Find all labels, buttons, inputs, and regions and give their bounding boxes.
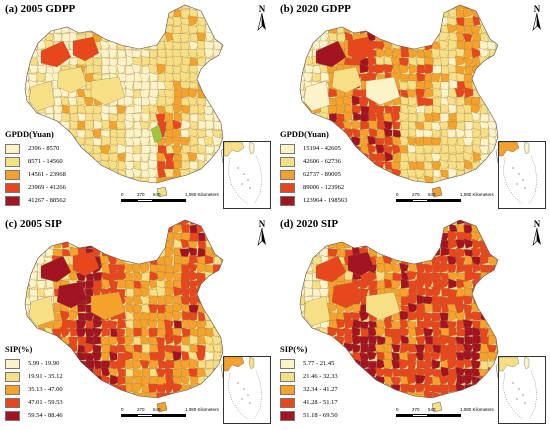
legend-item: 42606 - 62736 — [280, 155, 400, 168]
legend-item: 8571 - 14560 — [5, 155, 125, 168]
scale-bar: 0 270 540 1,080 Kilometers — [396, 407, 496, 425]
legend-title: GPDD(Yuan) — [280, 129, 329, 139]
legend-swatch — [5, 384, 20, 395]
north-arrow-icon: N — [529, 4, 545, 32]
panel-title: (d) 2020 SIP — [280, 218, 339, 230]
legend: GPDD(Yuan) 2396 - 8570 8571 - 14560 1456… — [5, 129, 125, 207]
map-panel-2020-gdpp: (b) 2020 GDPP N GPDD(Yuan) 15194 - 42605… — [276, 1, 549, 213]
choropleth-map — [24, 219, 228, 413]
scale-bar: 0 270 540 1,080 Kilometers — [121, 192, 221, 210]
legend-swatch — [5, 358, 20, 369]
legend-item: 5.99 - 19.90 — [5, 357, 125, 370]
legend-swatch — [5, 182, 20, 193]
legend-item: 32.34 - 41.27 — [280, 383, 400, 396]
legend-item: 2396 - 8570 — [5, 142, 125, 155]
legend-item: 89006 - 123962 — [280, 181, 400, 194]
legend-swatch — [280, 195, 295, 206]
legend: SIP(%) 5.77 - 21.45 21.46 - 32.33 32.34 … — [280, 344, 400, 422]
choropleth-map — [24, 4, 228, 198]
choropleth-map — [299, 219, 503, 413]
choropleth-map — [299, 4, 503, 198]
legend-swatch — [280, 410, 295, 421]
legend-item: 35.13 - 47.00 — [5, 383, 125, 396]
legend: SIP(%) 5.99 - 19.90 19.91 - 35.12 35.13 … — [5, 344, 125, 422]
legend-swatch — [5, 169, 20, 180]
panel-title: (a) 2005 GDPP — [5, 3, 76, 15]
north-arrow-icon: N — [254, 4, 270, 32]
south-china-sea-inset — [498, 356, 546, 424]
legend-item: 41.28 - 51.17 — [280, 396, 400, 409]
scale-bar: 0 270 540 1,080 Kilometers — [121, 407, 221, 425]
legend-item: 62737 - 89005 — [280, 168, 400, 181]
legend-item: 123964 - 198563 — [280, 194, 400, 207]
legend-item: 21.46 - 32.33 — [280, 370, 400, 383]
legend-item: 5.77 - 21.45 — [280, 357, 400, 370]
legend-item: 15194 - 42605 — [280, 142, 400, 155]
legend-item: 14561 - 23968 — [5, 168, 125, 181]
legend-swatch — [280, 156, 295, 167]
legend-item: 51.18 - 69.50 — [280, 409, 400, 422]
south-china-sea-inset — [498, 141, 546, 209]
map-panel-2005-gdpp: (a) 2005 GDPP N GPDD(Yuan) 2396 - 8570 8… — [1, 1, 274, 213]
legend-swatch — [280, 358, 295, 369]
south-china-sea-inset — [223, 356, 271, 424]
scale-bar: 0 270 540 1,080 Kilometers — [396, 192, 496, 210]
legend-item: 59.54 - 88.46 — [5, 409, 125, 422]
map-panel-2020-sip: (d) 2020 SIP N SIP(%) 5.77 - 21.45 21.46… — [276, 216, 549, 428]
legend-swatch — [280, 371, 295, 382]
legend-swatch — [5, 410, 20, 421]
south-china-sea-inset — [223, 141, 271, 209]
legend-swatch — [280, 182, 295, 193]
legend-swatch — [5, 195, 20, 206]
legend-item: 41267 - 88562 — [5, 194, 125, 207]
legend-title: SIP(%) — [280, 344, 308, 354]
legend-swatch — [280, 384, 295, 395]
legend-title: GPDD(Yuan) — [5, 129, 54, 139]
legend-swatch — [280, 397, 295, 408]
legend-title: SIP(%) — [5, 344, 33, 354]
north-arrow-icon: N — [529, 219, 545, 247]
panel-title: (c) 2005 SIP — [5, 218, 62, 230]
legend-item: 23969 - 41266 — [5, 181, 125, 194]
legend: GPDD(Yuan) 15194 - 42605 42606 - 62736 6… — [280, 129, 400, 207]
north-arrow-icon: N — [254, 219, 270, 247]
legend-swatch — [5, 371, 20, 382]
panel-title: (b) 2020 GDPP — [280, 3, 351, 15]
legend-swatch — [280, 169, 295, 180]
legend-swatch — [5, 397, 20, 408]
legend-item: 19.91 - 35.12 — [5, 370, 125, 383]
legend-swatch — [280, 143, 295, 154]
map-panel-2005-sip: (c) 2005 SIP N SIP(%) 5.99 - 19.90 19.91… — [1, 216, 274, 428]
legend-swatch — [5, 156, 20, 167]
legend-swatch — [5, 143, 20, 154]
legend-item: 47.01 - 59.53 — [5, 396, 125, 409]
